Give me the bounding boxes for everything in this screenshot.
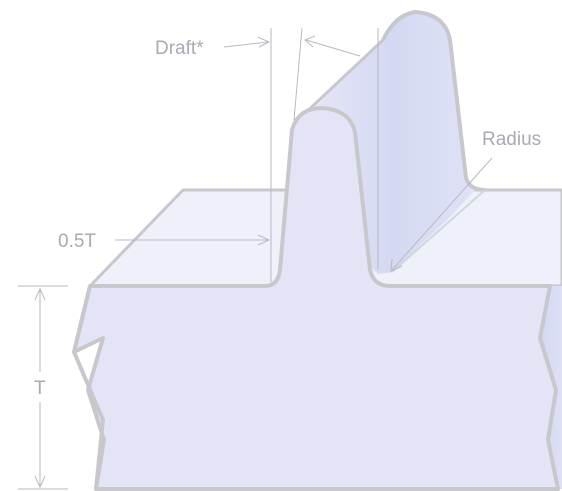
base-right-face — [540, 286, 562, 489]
draft-arrowhead-right — [304, 35, 316, 48]
draft-label: Draft* — [155, 38, 204, 59]
base-left-edge — [72, 285, 105, 490]
rib-side-face — [291, 12, 475, 274]
thickness-label: T — [34, 378, 46, 399]
front-face — [72, 106, 560, 491]
thickness-arrowhead-bottom — [34, 475, 46, 489]
rib-back-contour — [381, 10, 486, 192]
fillet-edge — [391, 189, 486, 273]
radius-label: Radius — [482, 129, 541, 150]
radius-arrowhead — [390, 258, 403, 272]
rib-top-edge — [298, 38, 385, 120]
thickness-arrowhead-top — [34, 287, 46, 301]
draft-extension-inner — [293, 27, 303, 121]
half-thickness-arrowhead — [257, 234, 271, 246]
half-thickness-label: 0.5T — [58, 231, 96, 252]
draft-leader-right — [305, 39, 361, 57]
draft-leader-left — [223, 41, 269, 48]
radius-leader — [391, 157, 493, 271]
draft-arrowhead-left — [257, 36, 271, 48]
